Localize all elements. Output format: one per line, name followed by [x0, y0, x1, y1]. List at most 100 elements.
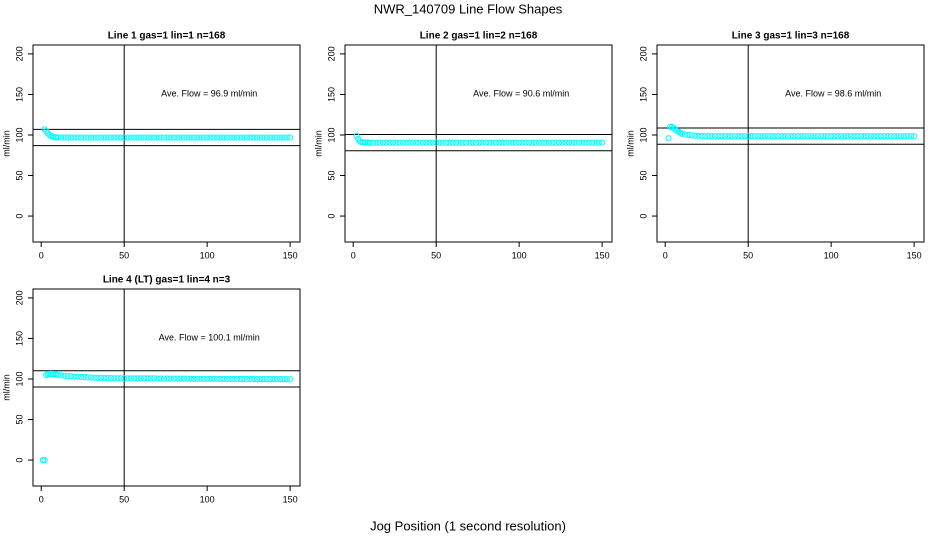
- panel-title: Line 3 gas=1 lin=3 n=168: [732, 31, 850, 42]
- annotation: Ave. Flow = 96.9 ml/min: [161, 89, 257, 99]
- data-point: [904, 133, 911, 140]
- data-point: [682, 131, 689, 138]
- data-point: [267, 134, 274, 141]
- data-point: [260, 376, 267, 383]
- x-tick-label: 150: [907, 250, 922, 260]
- data-point: [204, 134, 211, 141]
- data-point: [194, 134, 201, 141]
- data-point: [200, 375, 207, 382]
- data-point: [677, 129, 684, 136]
- y-tick-label: 100: [14, 127, 24, 142]
- data-point: [250, 134, 257, 141]
- data-point: [778, 133, 785, 140]
- x-tick-label: 150: [283, 494, 298, 504]
- data-point: [847, 133, 855, 140]
- data-point: [482, 139, 490, 146]
- data-point: [280, 376, 287, 383]
- data-point: [61, 134, 68, 141]
- data-point: [217, 134, 224, 141]
- data-point: [446, 139, 453, 146]
- y-tick-label: 200: [14, 290, 24, 305]
- data-point: [101, 134, 108, 141]
- data-point: [117, 134, 124, 141]
- data-point: [599, 139, 606, 146]
- data-point: [87, 374, 95, 381]
- data-point: [433, 139, 440, 146]
- data-point: [791, 133, 798, 140]
- y-tick-label: 100: [14, 371, 24, 386]
- data-point: [270, 134, 277, 141]
- data-point: [237, 134, 244, 141]
- y-tick-label: 0: [14, 458, 24, 463]
- data-point: [227, 375, 234, 383]
- data-point: [204, 375, 211, 382]
- data-point: [353, 132, 360, 139]
- data-point: [230, 134, 237, 141]
- annotation: Ave. Flow = 90.6 ml/min: [473, 89, 569, 99]
- data-point: [851, 133, 858, 140]
- data-point: [257, 376, 264, 383]
- data-point: [509, 139, 516, 146]
- data-point: [595, 139, 602, 146]
- data-point: [688, 132, 695, 139]
- data-point: [838, 133, 845, 140]
- y-tick-label: 200: [326, 46, 336, 61]
- data-point: [565, 139, 573, 146]
- data-point: [867, 133, 875, 140]
- data-point: [283, 376, 290, 383]
- data-point: [871, 133, 878, 140]
- data-point: [691, 132, 699, 139]
- data-point: [223, 134, 231, 141]
- data-point: [277, 134, 284, 141]
- data-point: [257, 134, 264, 141]
- data-point: [884, 133, 891, 140]
- data-point: [253, 134, 261, 141]
- data-point: [111, 375, 118, 382]
- data-point: [164, 134, 171, 141]
- data-point: [685, 131, 692, 139]
- data-point: [240, 134, 247, 141]
- data-point: [154, 375, 161, 382]
- panel-title: Line 2 gas=1 lin=2 n=168: [420, 31, 538, 42]
- data-point: [127, 134, 134, 141]
- data-point: [157, 134, 164, 141]
- data-point: [585, 139, 592, 146]
- data-point: [502, 139, 509, 146]
- data-point: [549, 139, 556, 146]
- data-point: [512, 139, 519, 146]
- x-tick-label: 50: [743, 250, 753, 260]
- data-point: [376, 139, 383, 146]
- data-point: [280, 134, 287, 141]
- data-point: [243, 375, 251, 383]
- y-tick-label: 0: [326, 214, 336, 219]
- data-point: [479, 139, 486, 146]
- data-point: [107, 374, 115, 382]
- data-point: [755, 133, 762, 140]
- data-point: [698, 132, 705, 140]
- panel-title: Line 1 gas=1 lin=1 n=168: [108, 31, 226, 42]
- data-point: [104, 374, 111, 382]
- data-point: [592, 139, 599, 146]
- data-point: [731, 133, 739, 140]
- data-point: [545, 139, 553, 146]
- data-point: [114, 134, 121, 141]
- x-tick-label: 150: [595, 250, 610, 260]
- data-point: [77, 373, 85, 381]
- data-point: [857, 133, 865, 140]
- data-point: [535, 139, 543, 146]
- plot-frame: [344, 44, 613, 243]
- data-point: [180, 375, 188, 382]
- x-tick-label: 100: [824, 250, 839, 260]
- data-point: [559, 139, 566, 146]
- data-point: [419, 139, 427, 146]
- y-tick-label: 150: [14, 331, 24, 346]
- data-point: [811, 133, 818, 140]
- data-point: [77, 134, 85, 141]
- data-point: [101, 374, 108, 382]
- y-tick-label: 150: [326, 87, 336, 102]
- data-point: [287, 376, 294, 383]
- data-point: [170, 375, 178, 382]
- data-point: [844, 133, 851, 140]
- data-point: [273, 134, 280, 141]
